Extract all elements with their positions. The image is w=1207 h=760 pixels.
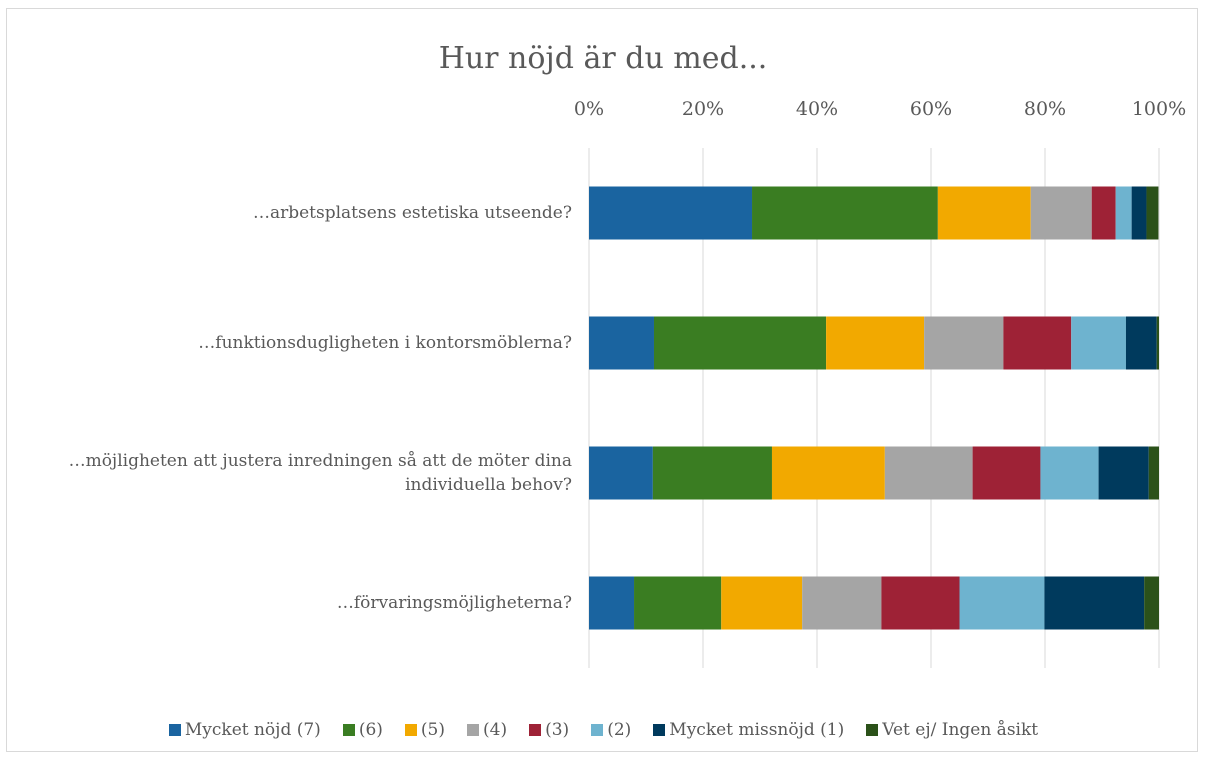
y-tick-label: …arbetsplatsens estetiska utseende? <box>252 203 572 223</box>
legend: Mycket nöjd (7) (6) (5) (4) (3) (2) Mycket mis… <box>0 720 1207 740</box>
bar-segment <box>634 576 722 630</box>
legend-label: (2) <box>607 720 632 740</box>
bar-segment <box>1071 316 1126 370</box>
y-tick-label: …möjligheten att justera inredningen så … <box>68 451 572 495</box>
x-tick-label: 40% <box>796 98 838 120</box>
x-tick-label: 80% <box>1024 98 1066 120</box>
bar-segment <box>589 576 635 630</box>
bar-segment <box>1030 186 1092 240</box>
bar-segment <box>752 186 938 240</box>
legend-swatch <box>342 724 355 736</box>
legend-item: (6) <box>342 720 383 740</box>
bar-segment <box>589 186 753 240</box>
legend-item: (3) <box>529 720 569 740</box>
bar-segment <box>826 316 925 370</box>
bar-segment <box>884 446 973 500</box>
bar-segment <box>1040 446 1099 500</box>
x-tick-label: 20% <box>682 98 724 120</box>
legend-label: (4) <box>483 720 508 740</box>
legend-swatch <box>653 724 666 736</box>
legend-label: (6) <box>358 720 383 740</box>
legend-swatch <box>529 724 542 736</box>
bar-segment <box>802 576 882 630</box>
x-tick-label: 60% <box>910 98 952 120</box>
legend-swatch <box>168 724 181 736</box>
legend-swatch <box>404 724 417 736</box>
legend-swatch <box>591 724 604 736</box>
legend-label: (5) <box>420 720 445 740</box>
bar-segment <box>1125 316 1157 370</box>
x-tick-label: 0% <box>574 98 604 120</box>
bar-segment <box>972 446 1041 500</box>
legend-item: Mycket missnöjd (1) <box>653 720 844 740</box>
bar-segment <box>924 316 1004 370</box>
bar-segment <box>721 576 803 630</box>
bar-segment <box>771 446 885 500</box>
bar-segment <box>652 446 772 500</box>
bar-segment <box>959 576 1045 630</box>
legend-item: (4) <box>467 720 507 740</box>
bar-segment <box>1148 446 1159 500</box>
bar-segment <box>1156 316 1159 370</box>
bar-segment <box>881 576 960 630</box>
chart-frame <box>6 8 1198 752</box>
legend-label: Mycket nöjd (7) <box>184 720 321 740</box>
bar-segment <box>589 446 653 500</box>
legend-label: (3) <box>545 720 570 740</box>
bar-segment <box>1115 186 1132 240</box>
bar-segment <box>1091 186 1116 240</box>
legend-swatch <box>467 724 479 736</box>
legend-swatch <box>866 724 879 736</box>
bar-segment <box>1098 446 1149 500</box>
legend-label: Vet ej/ Ingen åsikt <box>882 720 1039 740</box>
y-tick-label: …funktionsdugligheten i kontorsmöblerna? <box>198 333 572 353</box>
bar-segment <box>1044 576 1145 630</box>
chart-title: Hur nöjd är du med... <box>439 41 768 76</box>
y-tick-label: …förvaringsmöjligheterna? <box>336 593 572 613</box>
legend-item: Vet ej/ Ingen åsikt <box>866 720 1038 740</box>
bar-segment <box>1146 186 1159 240</box>
bar-segment <box>653 316 827 370</box>
legend-label: Mycket missnöjd (1) <box>669 720 845 740</box>
bar-segment <box>1131 186 1147 240</box>
bar-segment <box>1003 316 1072 370</box>
legend-item: (2) <box>591 720 631 740</box>
legend-item: Mycket nöjd (7) <box>168 720 321 740</box>
x-tick-label: 100% <box>1132 98 1186 120</box>
bar-segment <box>937 186 1031 240</box>
bar-segment <box>1144 576 1159 630</box>
legend-item: (5) <box>404 720 445 740</box>
bar-segment <box>589 316 654 370</box>
